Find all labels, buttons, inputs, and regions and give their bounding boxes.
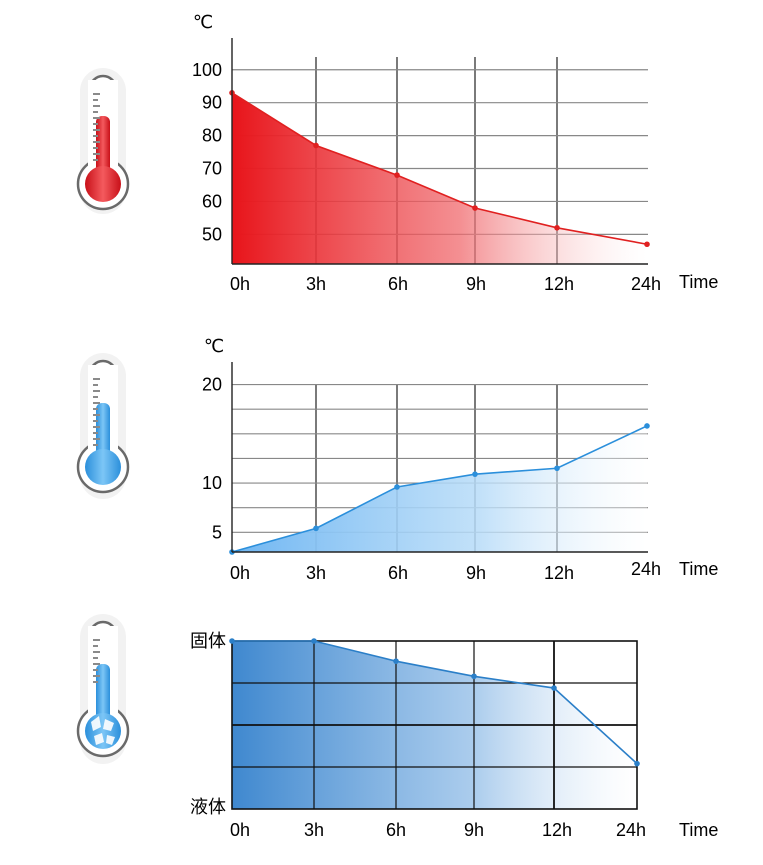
chart-2: ℃ Time 0h 3h 6h 9h 12h 24h 5 10 20 [202, 336, 718, 583]
data-point-9h [471, 673, 477, 680]
chart-2-line [231, 425, 648, 553]
data-point-9h [472, 205, 478, 211]
chart-3-x-ticks: 0h 3h 6h 9h 12h 24h [230, 820, 646, 840]
chart-2-points [229, 423, 650, 555]
x-tick-label: 9h [466, 274, 486, 294]
data-point-6h [394, 172, 400, 178]
x-tick-label: 0h [230, 820, 250, 840]
data-point-12h [554, 465, 560, 472]
y-tick-label: 10 [202, 473, 222, 493]
chart-1-time-label: Time [679, 272, 718, 292]
x-tick-label: 0h [230, 563, 250, 583]
y-tick-label: 20 [202, 375, 222, 395]
y-tick-label: 液体 [190, 797, 226, 817]
x-tick-label: 3h [304, 820, 324, 840]
y-tick-label: 90 [202, 93, 222, 113]
chart-1-y-ticks: 50 60 70 80 90 100 [192, 60, 222, 245]
data-point-3h [313, 142, 319, 149]
x-tick-label: 24h [631, 274, 661, 294]
thermometer-frozen-icon [76, 614, 130, 764]
data-point-6h [393, 658, 399, 664]
chart-2-unit-label: ℃ [204, 336, 224, 356]
data-point-12h [551, 685, 557, 691]
chart-2-x-ticks: 0h 3h 6h 9h 12h 24h [230, 559, 661, 583]
data-point-9h [472, 471, 478, 477]
chart-1: ℃ Time 0h 3h 6h 9h 12h 24h 50 60 70 80 90 100 [192, 12, 718, 294]
chart-3-grid [231, 640, 638, 810]
x-tick-label: 12h [544, 274, 574, 294]
x-tick-label: 6h [388, 563, 408, 583]
x-tick-label: 12h [542, 820, 572, 840]
chart-3-line [232, 640, 638, 765]
thermometer-cold-icon [76, 353, 130, 499]
x-tick-label: 24h [616, 820, 646, 840]
y-tick-label: 60 [202, 191, 222, 211]
y-tick-label: 固体 [190, 631, 226, 651]
y-tick-label: 5 [212, 522, 222, 542]
chart-1-area [232, 92, 647, 264]
data-point-3h [313, 525, 319, 532]
chart-2-axes [231, 362, 648, 553]
y-tick-label: 50 [202, 224, 222, 244]
chart-2-y-ticks: 5 10 20 [202, 375, 222, 543]
x-tick-label: 9h [464, 820, 484, 840]
y-tick-label: 80 [202, 126, 222, 146]
x-tick-label: 6h [386, 820, 406, 840]
x-tick-label: 3h [306, 274, 326, 294]
data-point-0h [229, 638, 235, 644]
x-tick-label: 9h [466, 563, 486, 583]
x-tick-label: 6h [388, 274, 408, 294]
x-tick-label: 3h [306, 563, 326, 583]
x-tick-label: 24h [631, 559, 661, 579]
thermometer-hot-icon [76, 68, 130, 214]
data-point-3h [311, 638, 317, 644]
data-point-24h [644, 241, 650, 248]
chart-3-points [229, 638, 640, 767]
y-tick-label: 70 [202, 159, 222, 179]
chart-3-time-label: Time [679, 820, 718, 840]
data-point-12h [554, 224, 560, 231]
data-point-24h [634, 760, 640, 767]
chart-2-area [232, 425, 647, 552]
x-tick-label: 0h [230, 274, 250, 294]
chart-1-x-ticks: 0h 3h 6h 9h 12h 24h [230, 274, 661, 294]
x-tick-label: 12h [544, 563, 574, 583]
chart-1-line [231, 92, 648, 246]
y-tick-label: 100 [192, 60, 222, 80]
chart-1-axes [231, 38, 648, 265]
chart-1-unit-label: ℃ [193, 12, 213, 32]
data-point-6h [394, 484, 400, 490]
data-point-24h [644, 423, 650, 429]
chart-2-time-label: Time [679, 559, 718, 579]
